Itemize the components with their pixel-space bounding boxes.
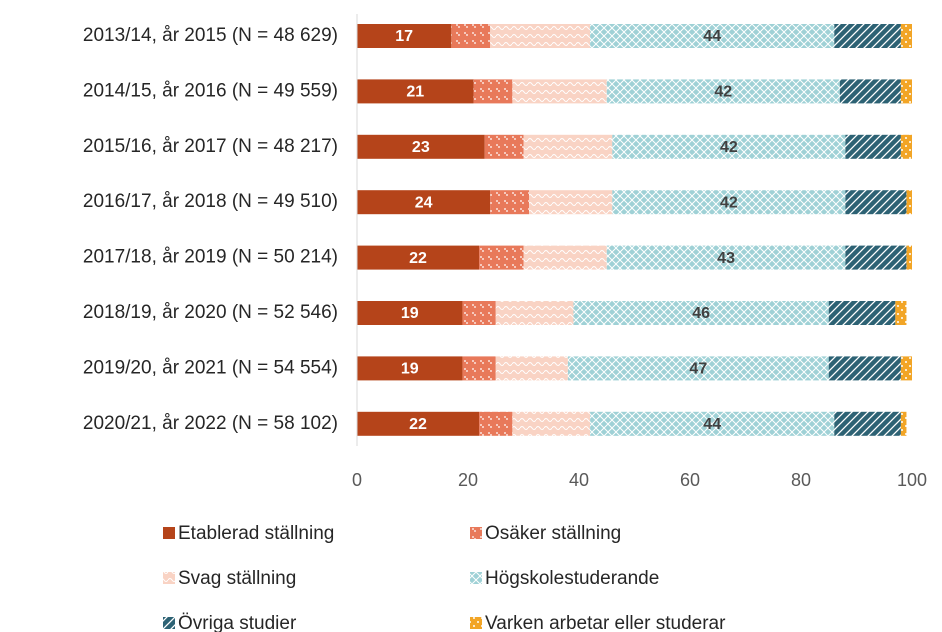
bar-segment bbox=[567, 356, 829, 381]
x-tick-label: 80 bbox=[791, 470, 811, 490]
bar-segment bbox=[900, 134, 912, 159]
data-label: 44 bbox=[703, 28, 721, 45]
data-label: 44 bbox=[703, 416, 721, 433]
bar-segment bbox=[357, 24, 452, 48]
legend-label: Övriga studier bbox=[178, 613, 297, 632]
data-label: 17 bbox=[395, 28, 413, 45]
bar-segment bbox=[845, 245, 907, 270]
bar-segment bbox=[906, 245, 912, 270]
bar-segment bbox=[606, 245, 846, 270]
bar-segment bbox=[512, 79, 607, 104]
category-label: 2017/18, år 2019 (N = 50 214) bbox=[83, 247, 338, 268]
bar-segment bbox=[495, 301, 574, 325]
bar-segment bbox=[900, 24, 912, 48]
bar-segment bbox=[512, 411, 591, 436]
legend-swatch bbox=[163, 617, 175, 629]
bar-segment bbox=[906, 190, 912, 215]
bar-segment bbox=[590, 411, 835, 436]
category-label: 2013/14, år 2015 (N = 48 629) bbox=[83, 25, 338, 46]
bar-segment bbox=[573, 301, 829, 325]
data-label: 43 bbox=[717, 250, 735, 267]
bar-segment bbox=[900, 411, 907, 436]
category-label: 2015/16, år 2017 (N = 48 217) bbox=[83, 136, 338, 157]
data-label: 23 bbox=[412, 139, 430, 156]
bar-segment bbox=[357, 190, 491, 215]
x-tick-label: 0 bbox=[352, 470, 362, 490]
bar-segment bbox=[357, 79, 474, 104]
legend-swatch bbox=[163, 527, 175, 539]
legend-label: Osäker ställning bbox=[485, 523, 621, 544]
legend-swatch bbox=[470, 617, 482, 629]
bar-segment bbox=[479, 411, 513, 436]
x-tick-label: 40 bbox=[569, 470, 589, 490]
data-label: 22 bbox=[409, 250, 427, 267]
legend-label: Varken arbetar eller studerar bbox=[485, 613, 726, 632]
bar-segment bbox=[495, 356, 568, 381]
legend-label: Etablerad ställning bbox=[178, 523, 334, 544]
bar-segment bbox=[490, 190, 530, 215]
category-label: 2019/20, år 2021 (N = 54 554) bbox=[83, 357, 338, 378]
bar-segment bbox=[834, 411, 901, 436]
bar-segment bbox=[357, 301, 463, 325]
bar-segment bbox=[839, 79, 901, 104]
data-label: 42 bbox=[714, 84, 732, 101]
legend-label: Svag ställning bbox=[178, 568, 296, 589]
legend-swatch bbox=[470, 527, 482, 539]
data-label: 19 bbox=[401, 305, 419, 322]
bar-segment bbox=[845, 134, 901, 159]
bar-segment bbox=[828, 356, 901, 381]
bar-segment bbox=[462, 301, 496, 325]
bar-segment bbox=[357, 245, 480, 270]
bar-segment bbox=[357, 356, 463, 381]
bar-segment bbox=[612, 190, 846, 215]
bar-segment bbox=[484, 134, 524, 159]
bar-segment bbox=[590, 24, 835, 48]
bar-segment bbox=[357, 134, 485, 159]
bar-segment bbox=[895, 301, 907, 325]
bar-segment bbox=[900, 79, 912, 104]
data-label: 47 bbox=[689, 361, 707, 378]
legend-swatch bbox=[163, 572, 175, 584]
x-tick-label: 100 bbox=[897, 470, 927, 490]
category-label: 2018/19, år 2020 (N = 52 546) bbox=[83, 302, 338, 323]
bar-segment bbox=[479, 245, 524, 270]
data-label: 24 bbox=[415, 194, 433, 211]
x-tick-label: 60 bbox=[680, 470, 700, 490]
bar-segment bbox=[828, 301, 896, 325]
data-label: 42 bbox=[720, 139, 738, 156]
legend-label: Högskolestuderande bbox=[485, 568, 659, 589]
bar-segment bbox=[523, 245, 607, 270]
bar-segment bbox=[451, 24, 491, 48]
data-label: 22 bbox=[409, 416, 427, 433]
bar-segment bbox=[490, 24, 591, 48]
bar-segment bbox=[612, 134, 846, 159]
data-label: 19 bbox=[401, 361, 419, 378]
bar-segment bbox=[529, 190, 613, 215]
category-label: 2020/21, år 2022 (N = 58 102) bbox=[83, 413, 338, 434]
bar-segment bbox=[357, 411, 480, 436]
x-tick-label: 20 bbox=[458, 470, 478, 490]
data-label: 21 bbox=[406, 84, 424, 101]
bar-segment bbox=[523, 134, 613, 159]
data-label: 42 bbox=[720, 194, 738, 211]
legend-swatch bbox=[470, 572, 482, 584]
bar-segment bbox=[845, 190, 907, 215]
bar-segment bbox=[606, 79, 840, 104]
category-label: 2014/15, år 2016 (N = 49 559) bbox=[83, 80, 338, 101]
bar-segment bbox=[834, 24, 901, 48]
bar-segment bbox=[473, 79, 513, 104]
data-label: 46 bbox=[692, 305, 710, 322]
category-label: 2016/17, år 2018 (N = 49 510) bbox=[83, 191, 338, 212]
bar-segment bbox=[900, 356, 912, 381]
bar-segment bbox=[462, 356, 496, 381]
